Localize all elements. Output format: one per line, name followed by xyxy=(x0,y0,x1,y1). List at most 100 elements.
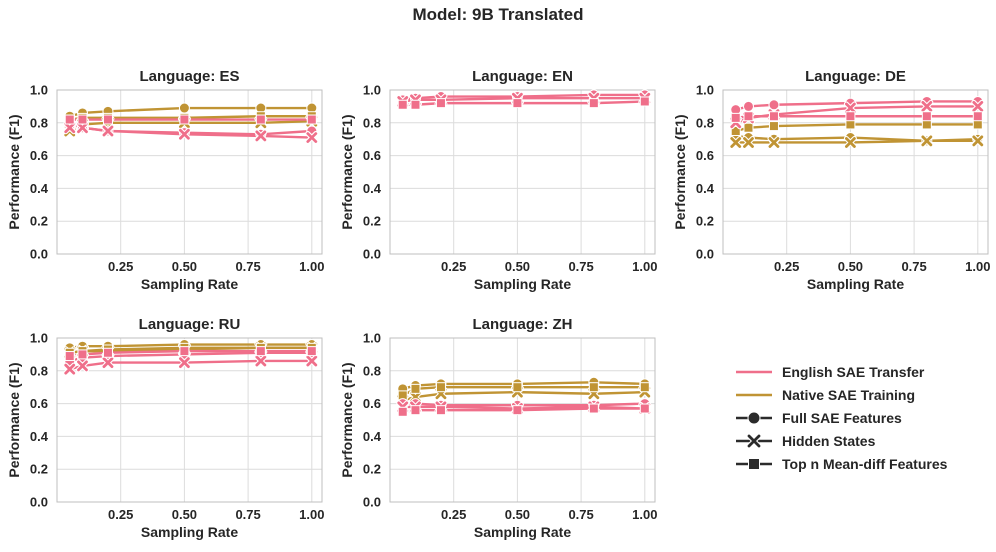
legend-circle-marker xyxy=(747,411,761,425)
y-tick-label: 0.6 xyxy=(30,148,48,163)
data-point-english-sae-transfer-top-n-mean-diff-features xyxy=(255,346,266,357)
y-tick-label: 0.4 xyxy=(696,181,715,196)
data-point-english-sae-transfer-top-n-mean-diff-features xyxy=(845,111,856,122)
data-point-english-sae-transfer-hidden-states xyxy=(101,124,115,138)
data-point-english-sae-transfer-hidden-states xyxy=(75,359,89,373)
x-axis-label: Sampling Rate xyxy=(807,276,904,292)
y-tick-label: 0.6 xyxy=(30,396,48,411)
data-point-english-sae-transfer-hidden-states xyxy=(101,356,115,370)
data-point-native-sae-training-top-n-mean-diff-features xyxy=(743,122,754,133)
figure-title: Model: 9B Translated xyxy=(413,5,584,24)
data-point-english-sae-transfer-top-n-mean-diff-features xyxy=(435,98,446,109)
data-point-english-sae-transfer-hidden-states xyxy=(920,99,934,113)
x-tick-label: 0.75 xyxy=(901,259,926,274)
x-axis-label: Sampling Rate xyxy=(141,524,238,540)
axes-frame xyxy=(722,89,989,255)
y-tick-label: 0.8 xyxy=(363,363,381,378)
y-tick-label: 1.0 xyxy=(363,83,381,98)
data-point-english-sae-transfer-hidden-states xyxy=(177,356,191,370)
x-tick-label: 1.00 xyxy=(965,259,990,274)
legend-x-marker xyxy=(746,433,762,449)
data-point-english-sae-transfer-top-n-mean-diff-features xyxy=(64,114,75,125)
plot-area xyxy=(390,90,655,254)
data-point-native-sae-training-top-n-mean-diff-features xyxy=(921,119,932,130)
data-point-native-sae-training-top-n-mean-diff-features xyxy=(972,119,983,130)
data-point-english-sae-transfer-top-n-mean-diff-features xyxy=(743,111,754,122)
data-point-english-sae-transfer-hidden-states xyxy=(305,131,319,145)
chart-title: Language: RU xyxy=(139,316,241,333)
data-point-english-sae-transfer-hidden-states xyxy=(177,127,191,141)
data-point-native-sae-training-hidden-states xyxy=(843,135,857,149)
data-point-english-sae-transfer-full-sae-features xyxy=(742,100,754,112)
x-tick-label: 0.25 xyxy=(774,259,799,274)
y-tick-label: 1.0 xyxy=(696,83,714,98)
data-point-english-sae-transfer-top-n-mean-diff-features xyxy=(512,405,523,416)
y-axis-label: Performance (F1) xyxy=(6,114,22,229)
data-point-english-sae-transfer-top-n-mean-diff-features xyxy=(255,114,266,125)
data-point-english-sae-transfer-hidden-states xyxy=(75,121,89,135)
data-point-native-sae-training-top-n-mean-diff-features xyxy=(768,121,779,132)
x-axis-label: Sampling Rate xyxy=(141,276,238,292)
y-tick-label: 0.2 xyxy=(363,462,381,477)
plot-area xyxy=(390,338,655,502)
data-point-english-sae-transfer-full-sae-features xyxy=(768,99,780,111)
data-point-english-sae-transfer-top-n-mean-diff-features xyxy=(77,349,88,360)
x-tick-label: 0.50 xyxy=(172,507,197,522)
data-point-english-sae-transfer-top-n-mean-diff-features xyxy=(972,111,983,122)
x-tick-label: 0.25 xyxy=(108,259,133,274)
data-point-english-sae-transfer-hidden-states xyxy=(63,121,77,135)
data-point-english-sae-transfer-top-n-mean-diff-features xyxy=(410,405,421,416)
y-tick-label: 0.8 xyxy=(363,115,381,130)
data-point-english-sae-transfer-top-n-mean-diff-features xyxy=(397,406,408,417)
y-tick-label: 0.4 xyxy=(30,181,49,196)
legend-label: Full SAE Features xyxy=(782,410,902,426)
legend-item-full-sae-features: Full SAE Features xyxy=(736,410,902,426)
data-point-english-sae-transfer-top-n-mean-diff-features xyxy=(588,98,599,109)
plot-area xyxy=(723,90,988,254)
data-point-english-sae-transfer-top-n-mean-diff-features xyxy=(768,111,779,122)
data-point-native-sae-training-hidden-states xyxy=(741,135,755,149)
x-tick-label: 0.50 xyxy=(172,259,197,274)
data-point-english-sae-transfer-hidden-states xyxy=(63,362,77,376)
x-tick-label: 0.25 xyxy=(441,507,466,522)
y-tick-label: 0.8 xyxy=(696,115,714,130)
data-point-native-sae-training-full-sae-features xyxy=(178,102,190,114)
x-tick-label: 1.00 xyxy=(299,507,324,522)
y-tick-label: 0.0 xyxy=(363,495,381,510)
legend: English SAE Transfer Native SAE Training F… xyxy=(736,364,948,472)
y-tick-label: 0.2 xyxy=(30,462,48,477)
y-tick-label: 1.0 xyxy=(30,83,48,98)
data-point-english-sae-transfer-top-n-mean-diff-features xyxy=(639,403,650,414)
data-point-english-sae-transfer-top-n-mean-diff-features xyxy=(639,96,650,107)
data-point-english-sae-transfer-top-n-mean-diff-features xyxy=(102,347,113,358)
data-point-english-sae-transfer-top-n-mean-diff-features xyxy=(77,114,88,125)
data-point-english-sae-transfer-hidden-states xyxy=(254,129,268,143)
legend-label: Hidden States xyxy=(782,433,876,449)
x-tick-label: 0.75 xyxy=(568,507,593,522)
legend-square-marker xyxy=(748,458,760,470)
y-tick-label: 0.6 xyxy=(363,148,381,163)
x-tick-label: 0.50 xyxy=(838,259,863,274)
legend-label: Top n Mean-diff Features xyxy=(782,456,948,472)
axes-frame xyxy=(389,89,656,255)
data-point-english-sae-transfer-top-n-mean-diff-features xyxy=(64,351,75,362)
data-point-english-sae-transfer-top-n-mean-diff-features xyxy=(921,111,932,122)
y-tick-label: 1.0 xyxy=(30,331,48,346)
chart-panel-zh: 0.0 0.2 0.4 0.6 0.8 1.0 0.25 0.50 0.75 1.00 Langua… xyxy=(339,316,657,540)
y-tick-label: 0.0 xyxy=(363,247,381,262)
x-tick-label: 1.00 xyxy=(632,259,657,274)
chart-panel-en: 0.0 0.2 0.4 0.6 0.8 1.0 0.25 0.50 0.75 1.00 Langua… xyxy=(339,68,657,292)
y-tick-label: 0.4 xyxy=(30,429,49,444)
x-tick-label: 0.75 xyxy=(568,259,593,274)
data-point-native-sae-training-hidden-states xyxy=(920,134,934,148)
y-tick-label: 0.8 xyxy=(30,115,48,130)
x-tick-label: 0.75 xyxy=(235,507,260,522)
y-axis-label: Performance (F1) xyxy=(339,114,355,229)
data-point-english-sae-transfer-top-n-mean-diff-features xyxy=(410,99,421,110)
data-point-english-sae-transfer-hidden-states xyxy=(305,354,319,368)
y-tick-label: 0.0 xyxy=(696,247,714,262)
data-point-native-sae-training-top-n-mean-diff-features xyxy=(639,382,650,393)
x-tick-label: 1.00 xyxy=(632,507,657,522)
data-point-english-sae-transfer-top-n-mean-diff-features xyxy=(435,405,446,416)
data-point-native-sae-training-hidden-states xyxy=(767,135,781,149)
